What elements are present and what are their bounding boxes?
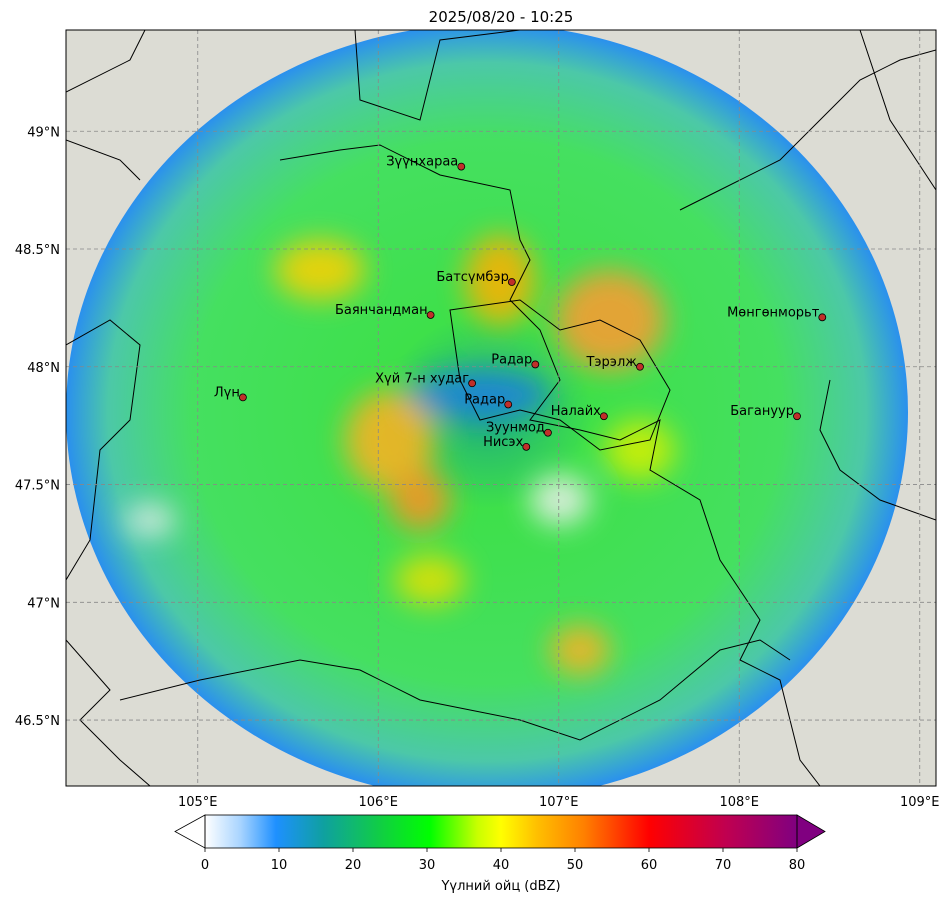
city-label: Зуунмод	[486, 421, 545, 436]
city-marker	[636, 362, 644, 371]
city-marker	[457, 162, 466, 171]
city-label: Мөнгөнморьт	[727, 305, 820, 320]
city-marker	[468, 379, 477, 388]
colorbar-body	[205, 815, 797, 848]
colorbar-tick-label: 0	[201, 858, 209, 873]
city-marker	[238, 393, 247, 402]
x-tick-label: 107°E	[539, 795, 579, 810]
city-marker	[531, 360, 540, 369]
y-tick-label: 47°N	[27, 596, 60, 611]
city-marker	[504, 400, 513, 409]
map-frame	[65, 29, 937, 787]
y-tick-label: 48.5°N	[15, 243, 60, 258]
city-label: Лүн	[214, 385, 240, 400]
city-marker	[426, 311, 435, 319]
city-marker	[599, 412, 608, 421]
colorbar-label: Үүлний ойц (dBZ)	[440, 879, 560, 894]
borders	[66, 30, 936, 786]
city-label: Хүй 7-н худаг	[375, 371, 469, 386]
city-marker	[818, 313, 827, 322]
colorbar-tick-label: 80	[789, 858, 806, 873]
city-label: Налайх	[551, 404, 601, 419]
axis-ticks: 105°E 106°E 107°E 108°E 109°E 46.5°N 47°N 47.5°…	[15, 125, 940, 810]
city-marker	[507, 278, 516, 286]
colorbar-tick-label: 40	[493, 858, 510, 873]
city-label: Багануур	[730, 404, 794, 419]
colorbar-tick-label: 50	[567, 858, 584, 873]
cities: Зүүнхараа Батсүмбэр Баянчандман Радар Тэрэлж…	[214, 155, 827, 451]
map-title: 2025/08/20 - 10:25	[429, 8, 574, 26]
city-label: Зүүнхараа	[386, 155, 458, 170]
map-area: Зүүнхараа Батсүмбэр Баянчандман Радар Тэрэлж…	[66, 30, 936, 786]
city-marker	[544, 428, 552, 437]
y-tick-label: 47.5°N	[15, 479, 60, 494]
city-marker	[522, 442, 531, 451]
x-tick-label: 108°E	[719, 795, 759, 810]
colorbar-tick-label: 30	[419, 858, 436, 873]
city-label: Радар	[491, 352, 532, 367]
colorbar: Үүлний ойц (dBZ) 0 10 20 30 40 50 60 70 80	[174, 814, 826, 894]
colorbar-tick-label: 60	[641, 858, 658, 873]
grid	[66, 30, 936, 786]
colorbar-tick-label: 10	[271, 858, 288, 873]
x-tick-label: 105°E	[178, 795, 218, 810]
city-label: Баянчандман	[335, 303, 428, 318]
y-tick-label: 49°N	[27, 125, 60, 140]
colorbar-extend-high	[796, 814, 826, 849]
echo-cells	[125, 235, 675, 675]
city-label: Батсүмбэр	[436, 270, 509, 285]
x-tick-label: 106°E	[358, 795, 398, 810]
colorbar-extend-low	[174, 814, 206, 849]
colorbar-tick-label: 20	[345, 858, 362, 873]
city-label: Тэрэлж	[585, 355, 637, 370]
city-label: Нисэх	[483, 435, 524, 450]
y-tick-label: 46.5°N	[15, 714, 60, 729]
city-marker	[793, 412, 801, 421]
y-tick-label: 48°N	[27, 361, 60, 376]
colorbar-tick-label: 70	[715, 858, 732, 873]
city-label: Радар	[464, 392, 505, 407]
x-tick-label: 109°E	[900, 795, 940, 810]
